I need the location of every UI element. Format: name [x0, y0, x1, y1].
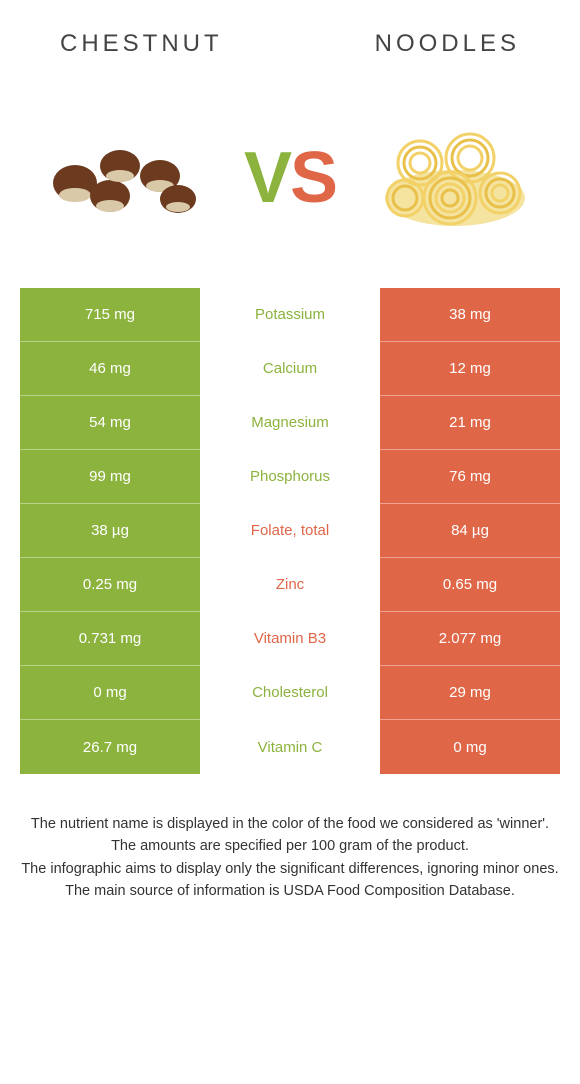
left-value-cell: 0 mg [20, 666, 200, 720]
left-value-cell: 715 mg [20, 288, 200, 342]
vs-label: VS [244, 137, 336, 219]
right-value-cell: 76 mg [380, 450, 560, 504]
table-row: 26.7 mgVitamin C0 mg [20, 720, 560, 774]
left-food-title: Chestnut [60, 30, 223, 58]
right-value-cell: 38 mg [380, 288, 560, 342]
nutrient-label-cell: Folate, total [200, 504, 380, 558]
header-row: Chestnut Noodles [0, 0, 580, 78]
noodles-icon [370, 108, 540, 248]
right-value-cell: 12 mg [380, 342, 560, 396]
nutrient-label-cell: Cholesterol [200, 666, 380, 720]
noodles-image [370, 108, 540, 248]
footer-line-2: The amounts are specified per 100 gram o… [20, 836, 560, 856]
right-value-cell: 29 mg [380, 666, 560, 720]
vs-v-letter: V [244, 138, 290, 218]
table-row: 38 µgFolate, total84 µg [20, 504, 560, 558]
nutrient-label-cell: Zinc [200, 558, 380, 612]
table-row: 0.731 mgVitamin B32.077 mg [20, 612, 560, 666]
table-row: 54 mgMagnesium21 mg [20, 396, 560, 450]
right-food-title: Noodles [375, 30, 520, 58]
table-row: 99 mgPhosphorus76 mg [20, 450, 560, 504]
right-value-cell: 2.077 mg [380, 612, 560, 666]
table-row: 0 mgCholesterol29 mg [20, 666, 560, 720]
left-value-cell: 0.731 mg [20, 612, 200, 666]
comparison-table: 715 mgPotassium38 mg46 mgCalcium12 mg54 … [20, 288, 560, 774]
nutrient-label-cell: Calcium [200, 342, 380, 396]
right-value-cell: 0.65 mg [380, 558, 560, 612]
left-value-cell: 38 µg [20, 504, 200, 558]
nutrient-label-cell: Potassium [200, 288, 380, 342]
left-value-cell: 54 mg [20, 396, 200, 450]
vs-s-letter: S [290, 138, 336, 218]
footer-line-4: The main source of information is USDA F… [20, 881, 560, 901]
nutrient-label-cell: Vitamin C [200, 720, 380, 774]
right-value-cell: 0 mg [380, 720, 560, 774]
table-row: 0.25 mgZinc0.65 mg [20, 558, 560, 612]
footer-notes: The nutrient name is displayed in the co… [0, 774, 580, 901]
nutrient-label-cell: Magnesium [200, 396, 380, 450]
nutrient-label-cell: Vitamin B3 [200, 612, 380, 666]
left-value-cell: 99 mg [20, 450, 200, 504]
footer-line-3: The infographic aims to display only the… [20, 859, 560, 879]
table-row: 46 mgCalcium12 mg [20, 342, 560, 396]
chestnut-icon [40, 108, 210, 248]
footer-line-1: The nutrient name is displayed in the co… [20, 814, 560, 834]
chestnut-image [40, 108, 210, 248]
nutrient-label-cell: Phosphorus [200, 450, 380, 504]
right-value-cell: 21 mg [380, 396, 560, 450]
left-value-cell: 46 mg [20, 342, 200, 396]
right-value-cell: 84 µg [380, 504, 560, 558]
left-value-cell: 0.25 mg [20, 558, 200, 612]
left-value-cell: 26.7 mg [20, 720, 200, 774]
table-row: 715 mgPotassium38 mg [20, 288, 560, 342]
vs-row: VS [0, 78, 580, 288]
